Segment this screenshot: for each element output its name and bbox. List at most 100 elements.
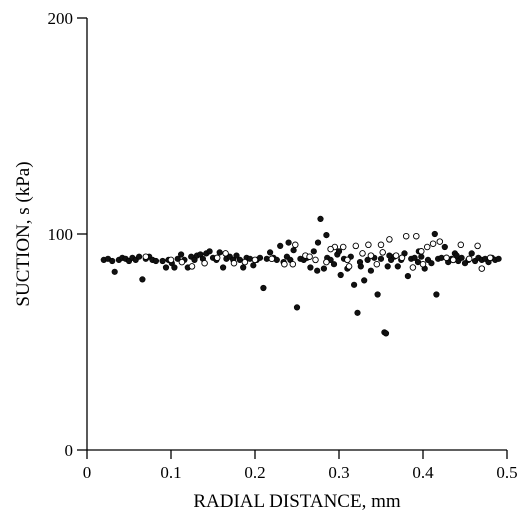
data-point-open [365, 241, 372, 249]
data-point-open [413, 232, 420, 240]
data-point-open [359, 250, 366, 257]
data-point-filled [310, 248, 317, 255]
data-point-filled [433, 291, 440, 298]
data-point-open [436, 238, 444, 245]
x-tick-label: 0.3 [328, 463, 349, 482]
data-point-filled [356, 259, 364, 266]
data-point-open [402, 232, 410, 240]
data-point-open [352, 242, 360, 250]
data-point-open [379, 249, 386, 256]
data-point-filled [453, 252, 460, 259]
data-point-open [178, 258, 186, 266]
data-point-filled [330, 261, 338, 268]
data-point-filled [382, 330, 390, 337]
data-point-filled [428, 260, 435, 267]
points-layer [100, 215, 502, 337]
data-point-open [373, 260, 381, 268]
data-point-open [474, 242, 481, 250]
data-point-filled [152, 257, 159, 265]
data-point-open [345, 263, 353, 270]
data-point-filled [260, 284, 267, 292]
data-point-open [419, 260, 427, 268]
data-point-open [478, 265, 486, 272]
data-point-open [418, 248, 425, 255]
data-point-filled [374, 291, 381, 298]
x-tick-label: 0.5 [496, 463, 517, 482]
data-point-open [392, 252, 400, 259]
data-point-filled [159, 257, 166, 265]
data-point-filled [174, 255, 181, 262]
data-point-open [281, 260, 288, 268]
data-point-open [188, 263, 196, 270]
data-point-open [292, 241, 299, 249]
ticks-layer: 0 100 200 0 0.1 0.2 0.3 0.4 0.5 [48, 9, 518, 482]
data-point-filled [431, 230, 438, 238]
axes-layer [86, 18, 507, 451]
data-point-filled [458, 254, 465, 261]
data-point-filled [377, 255, 385, 262]
data-point-open [398, 254, 406, 262]
data-point-open [306, 253, 313, 260]
data-point-filled [441, 243, 448, 251]
data-point-open [167, 256, 175, 264]
data-point-filled [354, 309, 361, 316]
data-point-filled [240, 264, 247, 271]
data-point-filled [216, 249, 223, 256]
data-point-filled [418, 253, 425, 260]
data-point-filled [233, 252, 240, 259]
data-point-filled [337, 271, 344, 279]
data-point-open [251, 256, 259, 264]
data-point-open [327, 245, 334, 253]
data-point-filled [109, 257, 116, 265]
data-point-filled [250, 262, 257, 269]
y-tick-label: 0 [65, 441, 74, 460]
data-point-filled [206, 248, 213, 255]
data-point-filled [162, 264, 170, 271]
data-point-filled [290, 247, 297, 254]
data-point-open [312, 256, 319, 264]
data-point-filled [277, 242, 284, 249]
data-point-open [367, 252, 375, 259]
data-point-open [386, 236, 393, 243]
data-point-filled [314, 239, 322, 246]
data-point-open [268, 255, 276, 263]
data-point-open [457, 241, 465, 249]
x-axis-title: RADIAL DISTANCE, mm [193, 491, 401, 512]
data-point-filled [404, 273, 412, 280]
data-point-filled [386, 252, 393, 259]
data-point-open [213, 254, 221, 262]
data-point-open [222, 250, 229, 257]
data-point-open [344, 256, 351, 264]
data-point-open [465, 255, 473, 263]
data-point-filled [307, 264, 314, 271]
data-point-open [409, 264, 417, 271]
y-tick-label: 100 [48, 225, 74, 244]
x-tick-label: 0.2 [244, 463, 265, 482]
data-point-open [289, 260, 297, 268]
data-point-filled [323, 232, 330, 239]
data-point-filled [178, 251, 185, 258]
data-point-open [142, 253, 150, 260]
data-point-filled [411, 254, 418, 261]
x-tick-label: 0.1 [160, 463, 181, 482]
data-point-open [423, 243, 431, 251]
data-point-filled [317, 215, 324, 222]
data-point-filled [171, 264, 178, 271]
data-point-open [429, 240, 437, 247]
data-point-filled [361, 277, 368, 284]
data-point-open [323, 258, 330, 266]
data-point-filled [111, 268, 118, 275]
data-point-open [241, 258, 249, 266]
data-point-filled [468, 250, 475, 257]
data-point-filled [139, 276, 146, 283]
x-tick-label: 0 [83, 463, 92, 482]
y-tick-label: 200 [48, 9, 74, 28]
data-point-filled [364, 256, 371, 264]
data-point-filled [384, 263, 391, 270]
data-point-filled [314, 267, 321, 274]
data-point-filled [293, 304, 301, 311]
data-point-filled [351, 281, 358, 288]
data-point-filled [367, 267, 375, 274]
